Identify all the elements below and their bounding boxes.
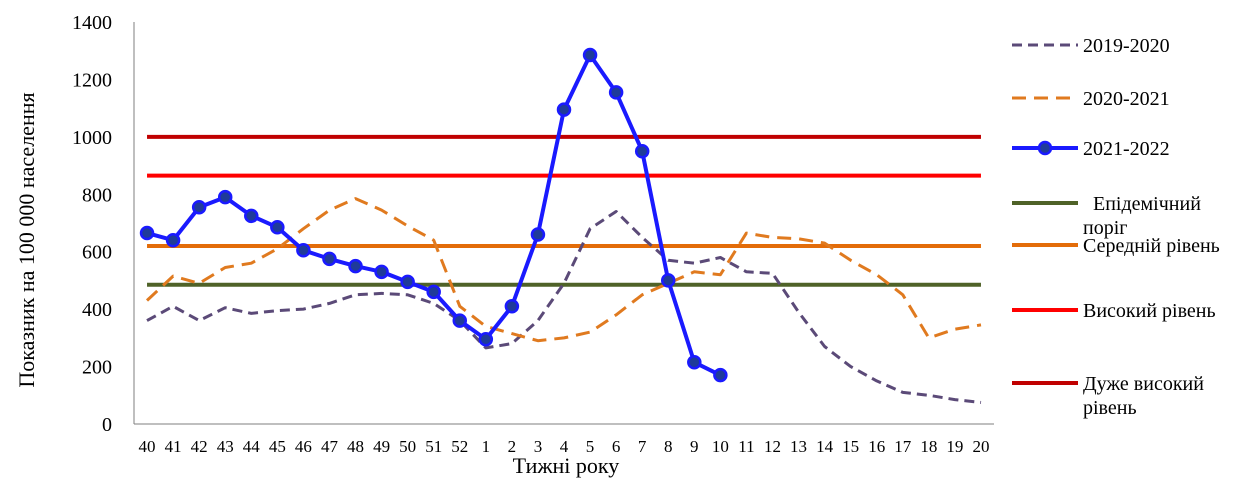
x-tick-label: 17 [894, 437, 912, 456]
x-tick-label: 5 [586, 437, 595, 456]
series-point [322, 251, 337, 267]
x-tick-label: 19 [946, 437, 963, 456]
series-line [146, 210, 982, 404]
x-tick-label: 20 [972, 437, 989, 456]
x-tick-label: 46 [295, 437, 312, 456]
series-point [687, 355, 702, 370]
legend-label: 2019-2020 [1083, 35, 1170, 57]
series-point [191, 199, 207, 215]
series-point [348, 258, 363, 274]
legend-label: 2021-2022 [1083, 138, 1170, 160]
x-tick-label: 14 [816, 437, 834, 456]
series-point [374, 264, 389, 280]
series-point [530, 227, 546, 242]
x-axis-title: Тижні року [513, 453, 620, 478]
legend-label: Дуже високий [1083, 373, 1204, 395]
x-tick-label: 41 [165, 437, 182, 456]
series-point [634, 143, 650, 159]
x-tick-label: 11 [738, 437, 754, 456]
x-tick-label: 9 [690, 437, 699, 456]
series-point [139, 225, 155, 241]
series-point [660, 273, 676, 288]
x-tick-label: 4 [560, 437, 569, 456]
x-tick-label: 8 [664, 437, 673, 456]
series-point [270, 220, 285, 235]
x-tick-label: 51 [425, 437, 442, 456]
legend-label: 2020-2021 [1083, 88, 1170, 110]
series-line [145, 197, 982, 343]
series-point [452, 313, 468, 328]
legend-label: Середній рівень [1083, 235, 1220, 257]
x-tick-label: 42 [191, 437, 208, 456]
x-tick-label: 43 [217, 437, 234, 456]
series-point [400, 274, 415, 290]
x-tick-label: 12 [764, 437, 781, 456]
x-tick-label: 45 [269, 437, 286, 456]
x-tick-label: 18 [920, 437, 937, 456]
x-tick-label: 1 [482, 437, 491, 456]
x-tick-label: 15 [842, 437, 859, 456]
x-tick-label: 50 [399, 437, 416, 456]
series-point [244, 208, 259, 224]
y-tick-label: 200 [82, 357, 112, 379]
series-point [426, 284, 441, 300]
series-point [713, 367, 728, 383]
series-point [556, 102, 572, 117]
series-point [296, 243, 311, 258]
y-axis-title: Показник на 100 000 населення [14, 92, 39, 387]
y-tick-label: 400 [82, 299, 112, 321]
series-point [608, 85, 624, 100]
y-tick-label: 600 [82, 242, 112, 264]
y-tick-label: 800 [82, 184, 112, 206]
legend-label: Високий рівень [1083, 300, 1216, 322]
x-tick-label: 52 [451, 437, 468, 456]
legend-label: Епідемічний [1093, 193, 1201, 215]
series-lines [139, 47, 982, 404]
x-tick-label: 10 [712, 437, 729, 456]
series-point [478, 332, 494, 347]
x-tick-label: 48 [347, 437, 364, 456]
legend-label: рівень [1083, 397, 1137, 419]
series-point [582, 47, 598, 63]
x-tick-label: 2 [508, 437, 517, 456]
x-tick-label: 13 [790, 437, 807, 456]
legend-label: поріг [1083, 217, 1127, 239]
x-tick-label: 40 [139, 437, 156, 456]
legend-marker [1037, 140, 1053, 156]
x-tick-label: 6 [612, 437, 621, 456]
x-tick-label: 44 [243, 437, 261, 456]
y-tick-label: 1000 [72, 127, 112, 149]
y-tick-label: 0 [102, 414, 112, 436]
y-tick-label: 1200 [72, 69, 112, 91]
x-tick-label: 3 [534, 437, 543, 456]
threshold-lines [147, 134, 981, 287]
x-tick-label: 16 [868, 437, 885, 456]
series-point [217, 189, 233, 205]
y-tick-label: 1400 [72, 12, 112, 34]
x-tick-label: 47 [321, 437, 339, 456]
legend: 2019-2020 2020-2021 2021-2022 Епідемічнийпо… [1012, 35, 1220, 419]
x-tick-label: 7 [638, 437, 647, 456]
x-tick-label: 49 [373, 437, 390, 456]
series-point [504, 299, 520, 314]
series-line [146, 53, 722, 377]
series-point [165, 232, 181, 248]
